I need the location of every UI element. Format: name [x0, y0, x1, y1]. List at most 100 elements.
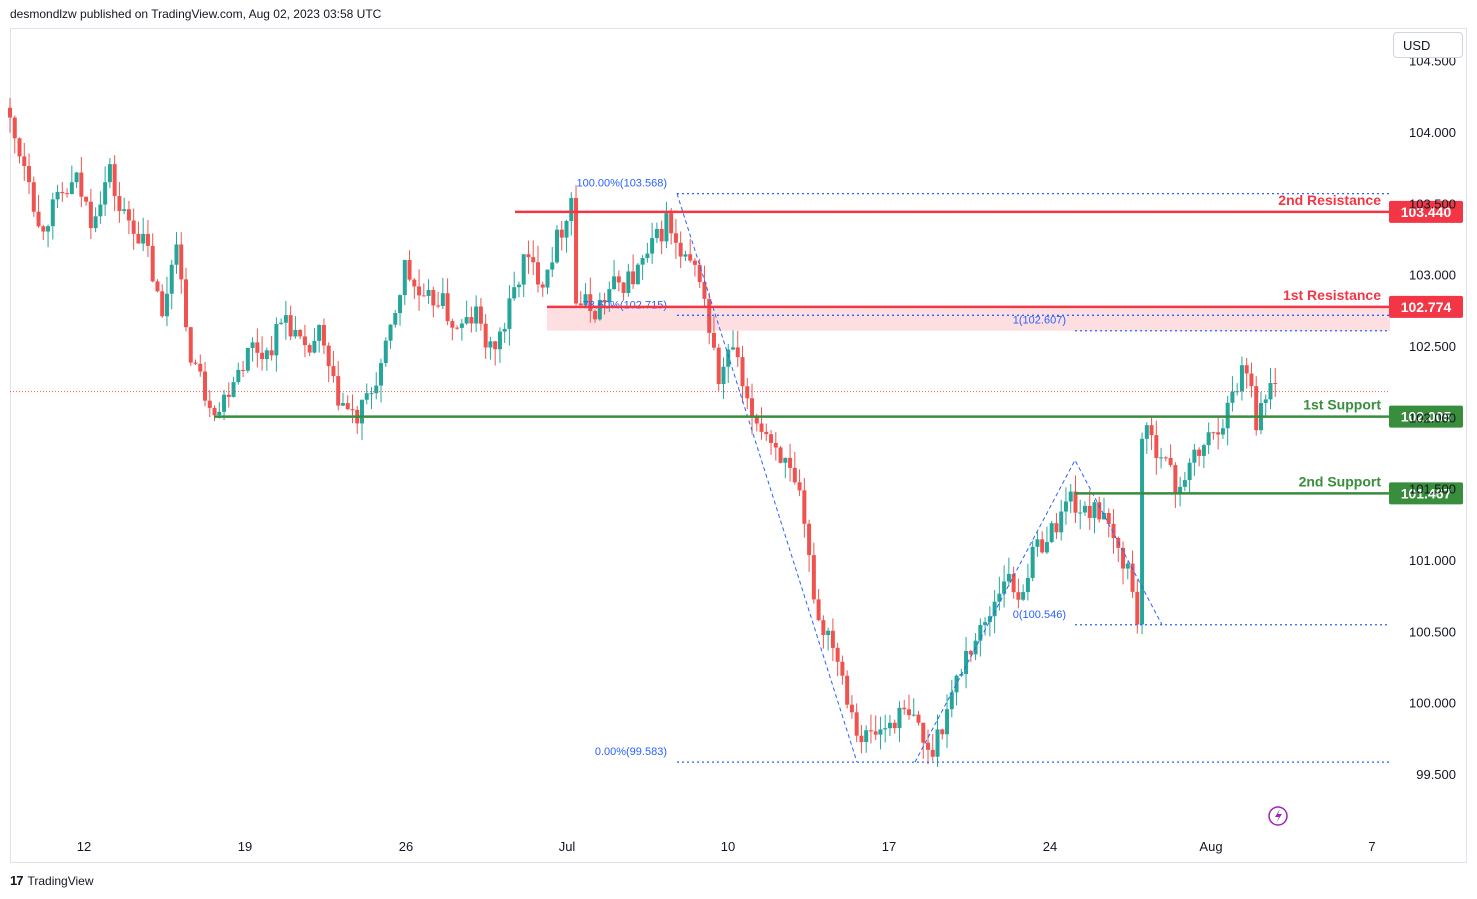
candle-body [1092, 502, 1097, 518]
candle-body [873, 731, 878, 735]
candle-body [597, 299, 602, 320]
candle-body [183, 279, 188, 328]
candle-body [302, 336, 307, 346]
candle [98, 191, 103, 224]
candle-body [321, 325, 326, 346]
candle [1040, 531, 1045, 554]
candle [1268, 367, 1273, 409]
candle [312, 327, 317, 354]
candle-body [1192, 449, 1197, 463]
candle-body [412, 279, 417, 287]
candle [379, 358, 384, 403]
candle-body [36, 211, 41, 227]
candle-body [1030, 546, 1035, 578]
candle [269, 336, 274, 361]
candle-body [707, 298, 712, 333]
candle-body [978, 624, 983, 641]
candle [521, 254, 526, 298]
resistance-zone [547, 306, 1390, 331]
candle-body [350, 409, 355, 411]
candle-body [65, 193, 70, 195]
candle-body [431, 289, 436, 306]
fib-level-label: 78.60%(102.715) [583, 299, 667, 311]
candle [868, 714, 873, 744]
candles-layer [8, 97, 1278, 767]
candle-body [212, 407, 217, 416]
candle [783, 457, 788, 479]
price-tick-label: 100.500 [1409, 624, 1456, 639]
candle [1021, 584, 1026, 601]
price-axis: 104.500104.000103.500103.000102.500102.0… [1409, 54, 1456, 782]
candle-body [417, 286, 422, 296]
candle-body [792, 467, 797, 483]
candle [459, 318, 464, 341]
price-tick-label: 103.500 [1409, 196, 1456, 211]
candle [1273, 368, 1278, 397]
candle [654, 222, 659, 243]
candle-body [478, 306, 483, 324]
candle-body [740, 357, 745, 387]
price-tick-label: 102.000 [1409, 410, 1456, 425]
candle [631, 254, 636, 289]
candle-body [1249, 373, 1254, 387]
candle-body [650, 238, 655, 254]
candle [298, 329, 303, 340]
candle-body [326, 345, 331, 367]
candle [678, 231, 683, 269]
footer-brand-label: TradingView [27, 873, 94, 888]
candle [122, 197, 127, 215]
candle-body [659, 228, 664, 242]
candle [1111, 509, 1116, 554]
candle-body [1082, 505, 1087, 513]
candle [203, 361, 208, 407]
candle-body [1011, 573, 1016, 593]
candle-body [559, 229, 564, 238]
candle [811, 542, 816, 604]
candle-body [41, 226, 46, 232]
candle [1235, 383, 1240, 396]
candle [340, 392, 345, 407]
candle-body [241, 369, 246, 371]
candle [198, 354, 203, 377]
candle [245, 347, 250, 373]
candle [131, 208, 136, 250]
candle [41, 224, 46, 240]
candle [93, 207, 98, 233]
candle-body [569, 197, 574, 221]
candle [878, 716, 883, 750]
candle-body [469, 317, 474, 324]
candle [169, 259, 174, 310]
candle-body [1239, 365, 1244, 392]
candle [36, 195, 41, 228]
candle-body [1078, 512, 1083, 514]
candle [88, 189, 93, 240]
candle-body [892, 722, 897, 729]
candle [1159, 447, 1164, 469]
candle-body [1154, 435, 1159, 458]
candle [1030, 540, 1035, 582]
candle-body [1230, 391, 1235, 403]
candle-body [788, 457, 793, 468]
candle-body [521, 254, 526, 285]
candle-body [516, 284, 521, 288]
price-tick-label: 101.000 [1409, 553, 1456, 568]
candle [264, 347, 269, 371]
footer-brand[interactable]: 17 TradingView [10, 873, 94, 888]
candle [602, 292, 607, 315]
candle-body [688, 254, 693, 261]
candle-body [1211, 432, 1216, 434]
fib-level-label: 0(100.546) [1013, 609, 1066, 621]
candle-body [807, 523, 812, 556]
candle [436, 291, 441, 309]
candle [821, 615, 826, 649]
time-tick-label: 24 [1043, 839, 1057, 854]
candle [60, 182, 65, 202]
candle [807, 519, 812, 572]
candle [117, 182, 122, 223]
candle [906, 694, 911, 720]
candle-body [906, 709, 911, 716]
candle-body [483, 323, 488, 348]
candle [8, 97, 12, 133]
currency-selector[interactable]: USD [1393, 32, 1463, 58]
